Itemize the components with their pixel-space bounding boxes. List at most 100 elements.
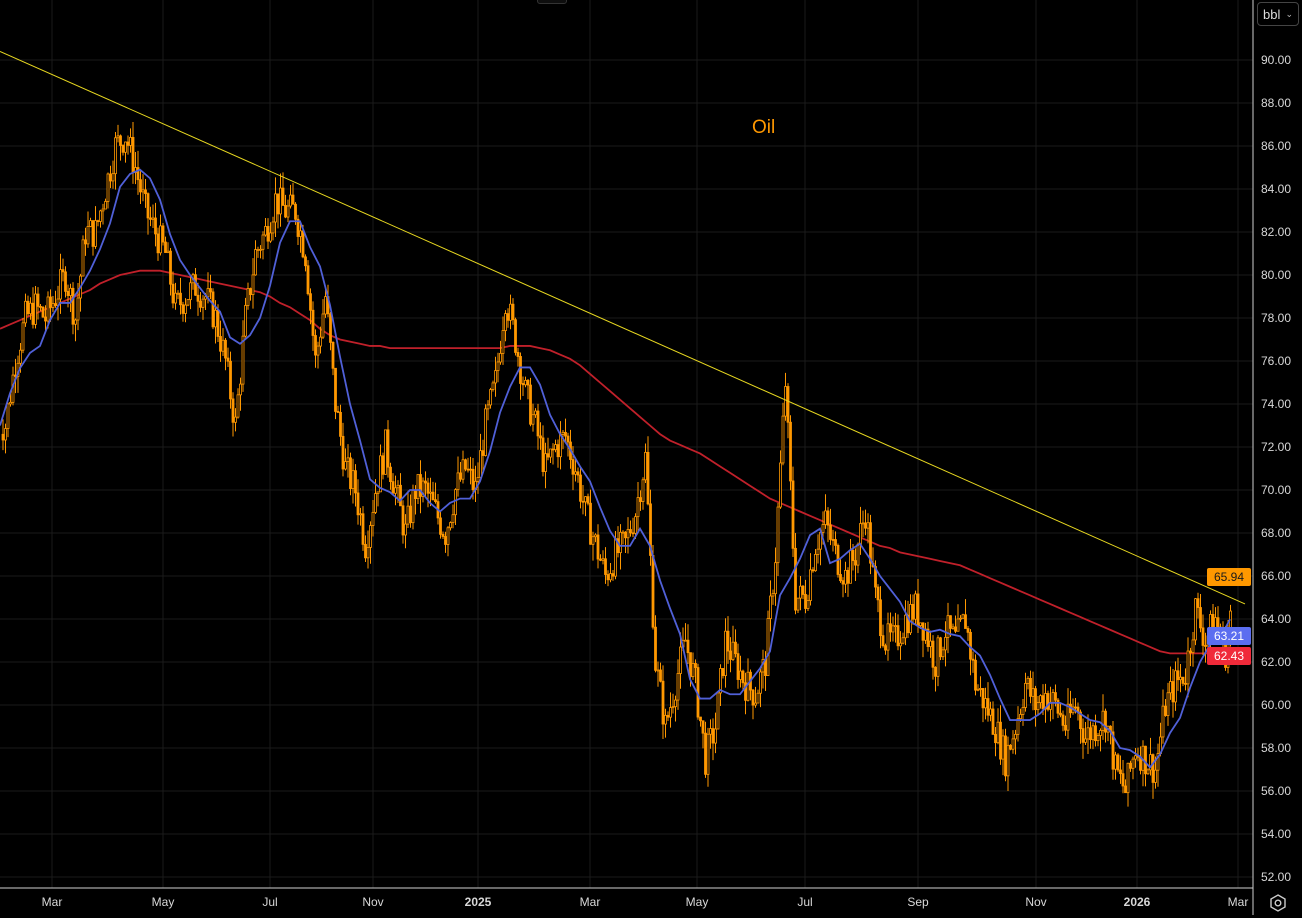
candle-body <box>1091 725 1095 741</box>
candle-body <box>389 466 392 483</box>
candle-body <box>754 702 757 706</box>
candle-body <box>626 529 630 539</box>
candle-body <box>171 283 175 304</box>
chart-title-label: Oil <box>752 117 776 138</box>
candle-body <box>771 593 775 597</box>
candle-body <box>1174 670 1177 703</box>
candle-body <box>656 669 660 672</box>
candle-body <box>381 455 385 475</box>
candle-body <box>361 513 365 545</box>
candle-body <box>1194 598 1197 641</box>
candle-body <box>251 274 255 295</box>
candle-body <box>1121 773 1125 787</box>
candle-body <box>911 604 915 620</box>
candle-body <box>929 640 932 647</box>
candle-body <box>454 489 457 516</box>
candle-body <box>254 249 257 276</box>
candle-body <box>1111 731 1115 770</box>
candle-body <box>59 269 62 300</box>
candle-body <box>934 666 937 677</box>
price-tick-label: 70.00 <box>1261 483 1291 497</box>
candle-body <box>866 522 870 529</box>
candle-body <box>469 468 472 471</box>
candle-body <box>939 637 942 658</box>
price-tick-label: 74.00 <box>1261 397 1291 411</box>
candle-body <box>329 313 332 343</box>
candle-body <box>1151 754 1155 783</box>
candle-body <box>214 309 217 328</box>
candle-body <box>894 625 897 627</box>
unit-selector[interactable]: bbl ⌄ <box>1257 2 1299 26</box>
ma-short-price-tag: 63.21 <box>1207 626 1251 645</box>
price-tick-label: 76.00 <box>1261 354 1291 368</box>
candle-body <box>719 668 722 694</box>
candle-body <box>521 383 525 386</box>
candle-body <box>379 455 382 493</box>
candle-body <box>419 474 422 497</box>
candle-body <box>734 641 737 655</box>
candle-body <box>661 680 665 725</box>
candle-body <box>921 622 925 641</box>
candle-body <box>346 457 350 462</box>
candle-body <box>1019 714 1022 720</box>
candle-body <box>989 708 992 716</box>
candle-body <box>406 505 410 525</box>
price-axis[interactable]: 52.00 54.00 56.00 58.00 60.00 62.00 64.00 66.00… <box>1261 53 1291 884</box>
ma-long-line <box>0 269 1221 655</box>
candle-body <box>936 637 940 677</box>
candle-body <box>539 435 542 439</box>
candle-body <box>481 450 485 456</box>
candle-body <box>181 304 185 314</box>
candle-body <box>86 226 90 245</box>
candle-body <box>116 135 120 139</box>
candle-body <box>1086 727 1090 740</box>
trendline[interactable] <box>0 50 1246 605</box>
price-tick-label: 84.00 <box>1261 182 1291 196</box>
candle-body <box>314 335 317 356</box>
candle-body <box>829 524 832 540</box>
top-toolbar-button[interactable] <box>537 0 567 4</box>
candle-body <box>54 303 57 306</box>
candle-body <box>974 659 977 691</box>
candle-body <box>999 721 1002 760</box>
candle-body <box>486 404 490 410</box>
candle-body <box>599 558 602 561</box>
trendline-path[interactable] <box>0 50 1246 605</box>
settings-gear-icon[interactable] <box>1268 893 1288 913</box>
candle-body <box>1184 682 1187 685</box>
candle-body <box>676 673 680 701</box>
candle-body <box>529 384 532 425</box>
candle-body <box>786 386 790 423</box>
candle-body <box>6 403 10 429</box>
candle-body <box>359 513 362 516</box>
candle-body <box>289 194 292 207</box>
candle-body <box>139 179 142 193</box>
candle-body <box>494 370 497 384</box>
candle-body <box>701 720 705 734</box>
candle-body <box>849 549 852 584</box>
candle-body <box>271 221 275 234</box>
candle-body <box>666 714 670 718</box>
candle-body <box>391 481 395 494</box>
candle-body <box>451 514 455 524</box>
candle-body <box>859 523 862 545</box>
candle-body <box>1084 738 1087 743</box>
candle-body <box>239 383 242 396</box>
candle-body <box>449 522 452 529</box>
candle-body <box>184 304 187 314</box>
candle-body <box>996 721 1000 744</box>
candle-body <box>186 299 190 306</box>
candle-body <box>231 398 235 423</box>
candle-body <box>931 640 935 668</box>
price-tick-label: 54.00 <box>1261 827 1291 841</box>
candle-body <box>869 522 872 564</box>
candle-body <box>511 303 515 321</box>
time-axis[interactable]: Mar May Jul Nov 2025 Mar May Jul Sep Nov 2026 Mar <box>42 895 1249 909</box>
candle-body <box>736 653 740 680</box>
candle-body <box>119 135 122 146</box>
candle-body <box>631 532 635 535</box>
candle-body <box>36 293 40 307</box>
candle-body <box>434 499 437 503</box>
candle-body <box>284 205 287 218</box>
